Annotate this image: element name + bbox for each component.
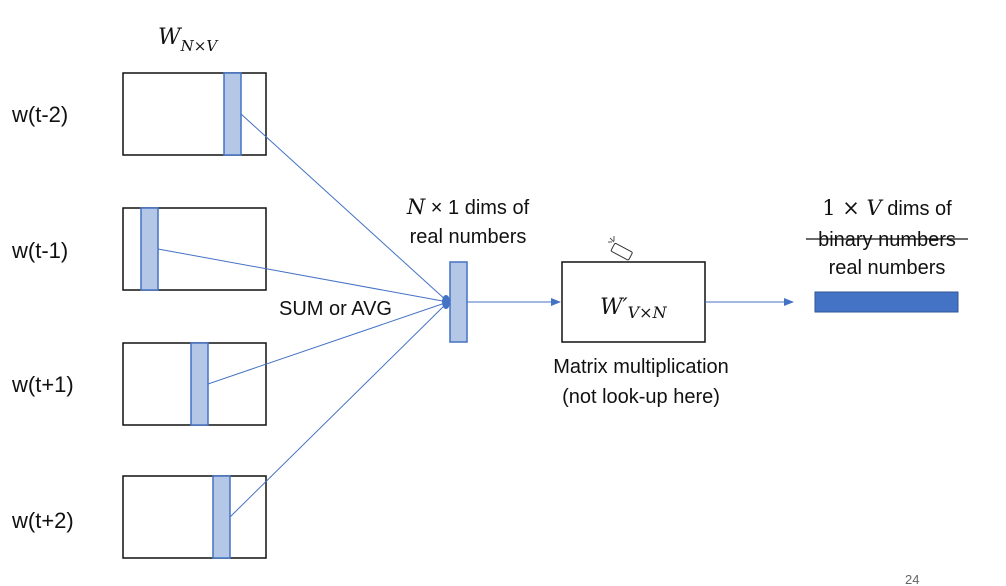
connector-line xyxy=(207,301,449,385)
output-matrix-label-base: W′ xyxy=(600,295,628,320)
matrix-column xyxy=(212,475,231,559)
operation-note-line1: Matrix multiplication xyxy=(553,356,729,378)
input-matrix-label-subscript: N×V xyxy=(180,37,220,55)
embedding-matrix xyxy=(122,72,267,156)
context-word-label: w(t-1) xyxy=(11,238,68,263)
hidden-vector-dims: N × 1 dims of xyxy=(406,195,530,219)
output-vector xyxy=(814,291,959,313)
connector-line xyxy=(157,248,449,303)
output-vector-dims-prefix: 1 × xyxy=(822,196,866,220)
aggregation-label: SUM or AVG xyxy=(279,298,392,320)
slide-number: 24 xyxy=(905,572,919,586)
input-matrix-label: WN×V xyxy=(158,25,219,55)
matrix-column xyxy=(140,207,159,291)
pointer-cursor-icon xyxy=(608,236,633,261)
operation-note-line2: (not look-up here) xyxy=(562,386,720,408)
output-matrix-box xyxy=(561,261,706,343)
output-matrix-label: W′V×N xyxy=(600,295,668,322)
matrix-column xyxy=(190,342,209,426)
output-vector-type: real numbers xyxy=(829,257,946,279)
hidden-vector xyxy=(449,261,468,343)
context-word-label: w(t+2) xyxy=(11,508,74,533)
input-matrix-label-base: W xyxy=(158,25,183,50)
connector-line xyxy=(240,113,449,303)
hidden-vector-dims-var: N xyxy=(406,195,426,219)
hidden-vector-type: real numbers xyxy=(410,226,527,248)
connector-line xyxy=(229,301,449,518)
output-vector-dims-var: V xyxy=(867,196,884,220)
context-word-label: w(t-2) xyxy=(11,102,68,127)
matrix-column xyxy=(223,72,242,156)
hidden-vector-dims-rest: × 1 dims of xyxy=(425,197,529,219)
output-matrix-label-subscript: V×N xyxy=(628,303,668,322)
embedding-matrix xyxy=(122,207,267,291)
matrix-box xyxy=(122,475,267,559)
embedding-matrix xyxy=(122,342,267,426)
output-vector-dims-rest: dims of xyxy=(882,198,952,220)
merge-point xyxy=(442,295,450,309)
output-vector-struck-text: binary numbers xyxy=(818,229,956,251)
matrix-box xyxy=(122,72,267,156)
output-vector-dims: 1 × V dims of xyxy=(822,196,952,220)
context-word-label: w(t+1) xyxy=(11,372,74,397)
embedding-matrix xyxy=(122,475,267,559)
